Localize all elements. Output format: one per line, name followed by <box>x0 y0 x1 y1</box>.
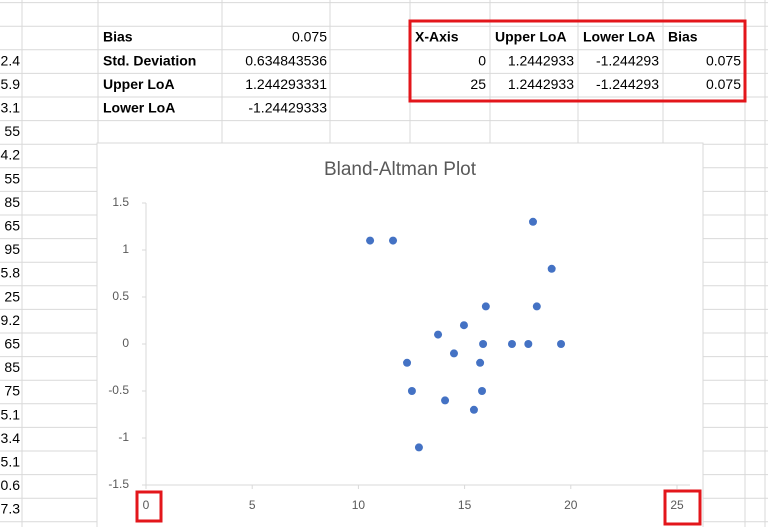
point <box>459 321 468 330</box>
cell: 5.8 <box>1 265 21 281</box>
y-tick-label: 1.5 <box>112 195 129 209</box>
cell: 25 <box>4 288 20 304</box>
cell: 5.9 <box>1 76 21 92</box>
x-tick-label: 0 <box>143 498 150 512</box>
cell: 75 <box>4 383 20 399</box>
column-header: Lower LoA <box>583 29 655 45</box>
cell: 85 <box>4 359 20 375</box>
cell-value: 0.075 <box>292 29 327 45</box>
column-header: X-Axis <box>415 29 459 45</box>
cell: 0.6 <box>1 477 21 493</box>
y-tick-label: -1 <box>118 430 129 444</box>
cell: 3.4 <box>1 430 21 446</box>
point <box>481 302 490 311</box>
point <box>389 236 398 245</box>
cell: 85 <box>4 194 20 210</box>
y-tick-label: 0 <box>122 336 129 350</box>
y-tick-label: 1 <box>122 242 129 256</box>
cell-value: -1.24429333 <box>248 100 327 116</box>
x-tick-label: 25 <box>670 498 684 512</box>
chart-title: Bland-Altman Plot <box>324 159 477 180</box>
cell: 65 <box>4 218 20 234</box>
point <box>507 340 516 348</box>
highlight-box <box>408 19 747 103</box>
cell-label: Std. Deviation <box>103 52 196 68</box>
chart-area <box>96 142 704 527</box>
point <box>469 405 478 414</box>
point <box>403 358 412 367</box>
cell-value: 1.2442933 <box>508 76 574 92</box>
cell: 2.4 <box>1 52 21 68</box>
cell: 7.3 <box>1 501 21 517</box>
cell-label: Bias <box>103 29 133 45</box>
cell: 65 <box>4 336 20 352</box>
cell-value: 0.634843536 <box>245 52 327 68</box>
y-tick-label: -1.5 <box>108 477 129 491</box>
x-tick-label: 20 <box>564 498 578 512</box>
highlight-box <box>663 489 702 526</box>
cell: 55 <box>4 123 20 139</box>
point <box>557 340 566 348</box>
cell: 4.2 <box>1 147 21 163</box>
x-tick-label: 15 <box>458 498 472 512</box>
point <box>366 236 375 245</box>
cell-value: -1.244293 <box>596 52 659 68</box>
highlight-box <box>135 490 163 523</box>
cell: 55 <box>4 170 20 186</box>
point <box>524 340 533 348</box>
cell: 5.1 <box>1 406 21 422</box>
point <box>434 330 443 339</box>
point <box>449 349 458 358</box>
x-tick-label: 5 <box>249 498 256 512</box>
cell-value: 25 <box>470 76 486 92</box>
point <box>479 340 488 348</box>
cell-label: Upper LoA <box>103 76 175 92</box>
cell: 9.2 <box>1 312 21 328</box>
point <box>547 264 556 273</box>
point <box>414 443 423 452</box>
cell-label: Lower LoA <box>103 100 175 116</box>
x-tick-label: 10 <box>352 498 366 512</box>
point <box>441 396 450 405</box>
cell-value: 0.075 <box>706 76 741 92</box>
point <box>532 302 541 311</box>
cell-value: -1.244293 <box>596 76 659 92</box>
cell: 95 <box>4 241 20 257</box>
cell-value: 1.244293331 <box>245 76 327 92</box>
cell: 3.1 <box>1 100 21 116</box>
cell-value: 0 <box>478 52 486 68</box>
point <box>476 358 485 367</box>
point <box>407 387 416 395</box>
y-tick-label: 0.5 <box>112 289 129 303</box>
column-header: Bias <box>668 29 698 45</box>
column-header: Upper LoA <box>495 29 567 45</box>
y-tick-label: -0.5 <box>108 383 129 397</box>
plot: 0 5 10 15 20 25 -1.5 -1 -0.5 0 0.5 1 1.5 <box>108 195 684 512</box>
point <box>528 217 537 226</box>
cell-value: 1.2442933 <box>508 52 574 68</box>
cell: 5.1 <box>1 454 21 470</box>
cell-value: 0.075 <box>706 52 741 68</box>
point <box>478 387 487 395</box>
